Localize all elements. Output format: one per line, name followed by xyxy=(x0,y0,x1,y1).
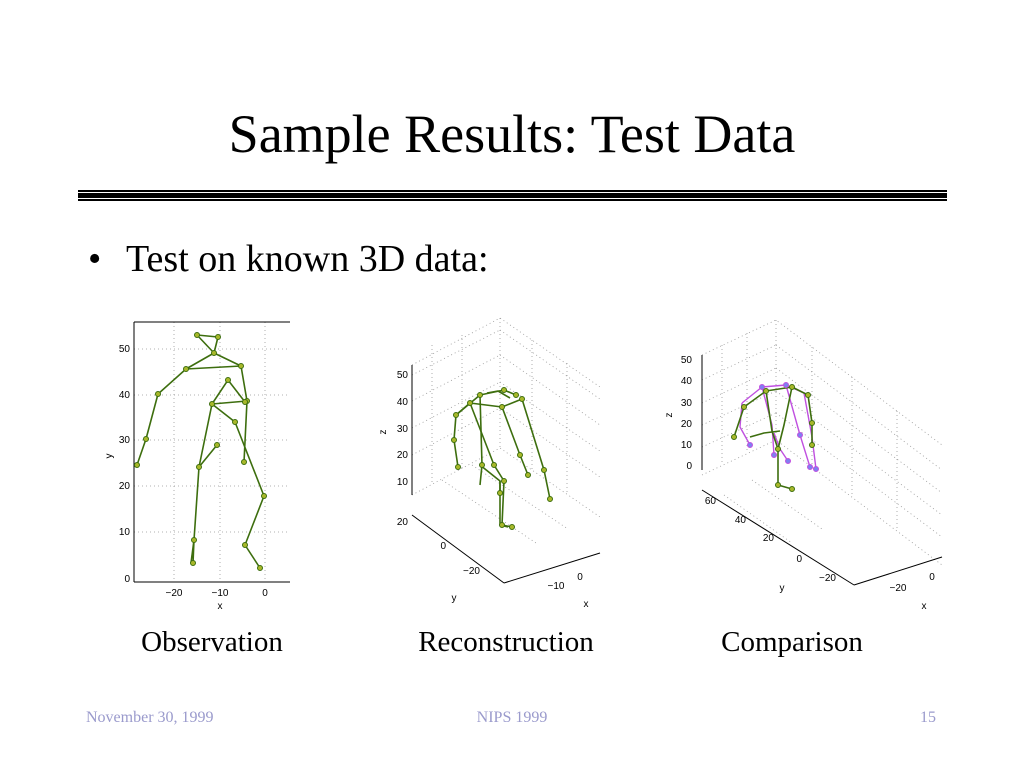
comparison-ytick-neg20: −20 xyxy=(819,573,836,584)
bullet-symbol: • xyxy=(88,238,102,280)
observation-ytick-30: 30 xyxy=(119,435,131,446)
observation-ytick-40: 40 xyxy=(119,390,131,401)
comparison-ztick-30: 30 xyxy=(681,398,693,409)
comparison-z-label: z xyxy=(664,413,675,418)
reconstruction-ytick-0: 0 xyxy=(440,541,446,552)
caption-observation: Observation xyxy=(141,626,283,658)
comparison-ztick-10: 10 xyxy=(681,440,693,451)
comparison-ztick-50: 50 xyxy=(681,355,693,366)
reconstruction-ytick-neg20: −20 xyxy=(463,566,480,577)
reconstruction-ztick-30: 30 xyxy=(397,424,409,435)
observation-xtick-0: 0 xyxy=(262,588,268,599)
observation-ytick-0: 0 xyxy=(124,574,130,585)
title-divider-bottom xyxy=(78,199,947,201)
footer-page-number: 15 xyxy=(920,709,936,726)
comparison-xtick-0: 0 xyxy=(929,572,935,583)
footer-date: November 30, 1999 xyxy=(86,709,214,726)
comparison-ztick-20: 20 xyxy=(681,419,693,430)
slide-title: Sample Results: Test Data xyxy=(228,104,796,164)
comparison-ztick-40: 40 xyxy=(681,376,693,387)
observation-xtick-neg10: −10 xyxy=(212,588,229,599)
comparison-grid xyxy=(701,319,943,566)
comparison-x-label: x xyxy=(922,601,927,612)
reconstruction-ytick-20: 20 xyxy=(397,517,409,528)
observation-plot: 50 40 30 20 10 0 −20 −10 0 x y xyxy=(104,321,290,612)
comparison-ytick-60: 60 xyxy=(705,496,717,507)
title-divider-top xyxy=(78,190,947,192)
comparison-ztick-0: 0 xyxy=(686,461,692,472)
comparison-xtick-neg20: −20 xyxy=(890,583,907,594)
comparison-recon-joints xyxy=(731,384,815,492)
comparison-ytick-20: 20 xyxy=(763,533,775,544)
reconstruction-grid xyxy=(411,317,601,544)
bullet-point: • Test on known 3D data: xyxy=(88,237,489,281)
reconstruction-joints xyxy=(451,387,553,530)
observation-joints xyxy=(134,332,267,571)
reconstruction-xtick-0: 0 xyxy=(577,572,583,583)
reconstruction-plot: 50 40 30 20 10 20 0 −20 −10 0 z y x xyxy=(378,317,601,610)
comparison-axes xyxy=(701,355,943,586)
reconstruction-ztick-40: 40 xyxy=(397,397,409,408)
reconstruction-x-label: x xyxy=(584,599,589,610)
comparison-recon-skeleton xyxy=(733,386,813,490)
reconstruction-skeleton xyxy=(453,389,551,528)
caption-reconstruction: Reconstruction xyxy=(418,626,594,658)
reconstruction-xtick-neg10: −10 xyxy=(548,581,565,592)
comparison-plot: 50 40 30 20 10 0 60 40 20 0 −20 −20 0 z … xyxy=(664,319,943,612)
footer-venue: NIPS 1999 xyxy=(476,709,548,726)
reconstruction-z-label: z xyxy=(378,430,389,435)
reconstruction-y-label: y xyxy=(452,593,457,604)
reconstruction-ztick-20: 20 xyxy=(397,450,409,461)
observation-ytick-10: 10 xyxy=(119,527,131,538)
observation-ytick-20: 20 xyxy=(119,481,131,492)
reconstruction-axes xyxy=(411,365,601,584)
comparison-y-label: y xyxy=(780,583,785,594)
bullet-text: Test on known 3D data: xyxy=(126,238,489,280)
comparison-truth-joints xyxy=(747,382,819,472)
comparison-ytick-40: 40 xyxy=(735,515,747,526)
title-divider-thick xyxy=(78,193,947,198)
observation-skeleton xyxy=(136,334,265,569)
caption-comparison: Comparison xyxy=(721,626,863,658)
observation-axes xyxy=(133,321,290,583)
observation-grid xyxy=(134,322,290,582)
observation-x-label: x xyxy=(218,601,223,612)
reconstruction-ztick-50: 50 xyxy=(397,370,409,381)
reconstruction-ztick-10: 10 xyxy=(397,477,409,488)
observation-xtick-neg20: −20 xyxy=(166,588,183,599)
observation-y-label: y xyxy=(104,454,115,459)
comparison-ytick-0: 0 xyxy=(796,554,802,565)
observation-ytick-50: 50 xyxy=(119,344,131,355)
